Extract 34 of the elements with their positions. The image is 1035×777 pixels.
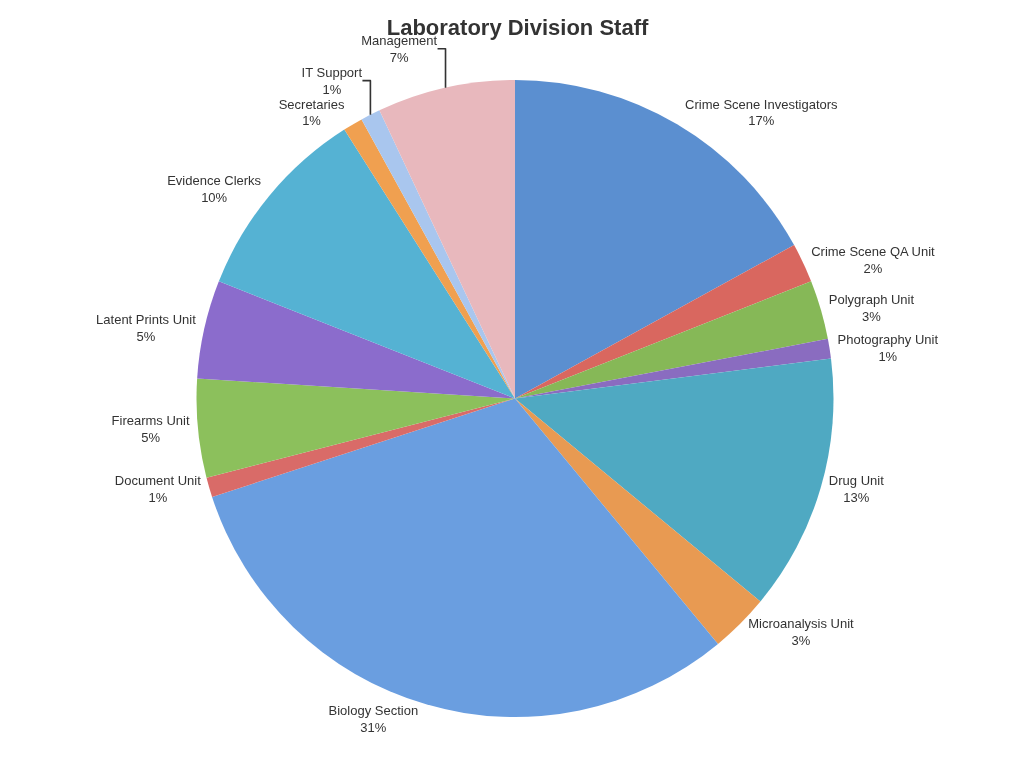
pie-slice xyxy=(515,245,812,399)
slice-label: Polygraph Unit xyxy=(828,292,915,308)
pie-slice xyxy=(212,398,719,717)
pie-slice xyxy=(379,80,515,399)
slice-label: Drug Unit xyxy=(828,472,885,488)
slice-label: Crime Scene Investigators xyxy=(685,96,839,112)
slice-label: Photography Unit xyxy=(837,332,939,348)
slice-label: IT Support xyxy=(301,64,363,80)
slice-label: Crime Scene QA Unit xyxy=(811,244,936,260)
data-label: 1% xyxy=(878,349,898,365)
data-label: 1% xyxy=(302,113,322,129)
slice-label: Secretaries xyxy=(278,96,345,112)
pie-slice xyxy=(515,281,828,399)
data-label: 3% xyxy=(791,632,811,648)
slice-label: Biology Section xyxy=(328,703,419,719)
data-label: 10% xyxy=(201,189,228,205)
data-label: 1% xyxy=(322,81,342,97)
slice-label: Document Unit xyxy=(114,472,202,488)
data-label: 31% xyxy=(360,720,387,736)
data-label: 5% xyxy=(141,429,161,445)
slice-label: Evidence Clerks xyxy=(167,173,262,189)
slice-label: Latent Prints Unit xyxy=(96,312,197,328)
slice-label: Microanalysis Unit xyxy=(748,615,855,631)
data-label: 2% xyxy=(863,260,883,276)
data-label: 3% xyxy=(862,309,882,325)
data-label: 1% xyxy=(148,489,168,505)
pie-slice xyxy=(197,281,515,399)
pie-slice xyxy=(206,398,515,497)
data-label: 7% xyxy=(389,49,410,65)
slice-label: Firearms Unit xyxy=(111,412,190,428)
data-label: 17% xyxy=(748,113,775,129)
pie-slice xyxy=(196,378,515,478)
data-label: 13% xyxy=(843,489,870,505)
data-label: 5% xyxy=(136,329,156,345)
